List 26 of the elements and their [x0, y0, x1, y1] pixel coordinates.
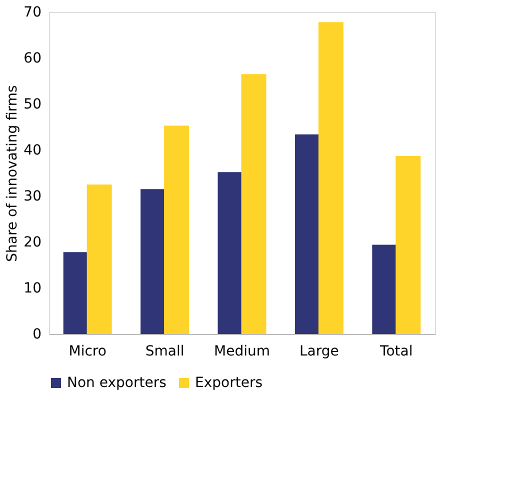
x-tick-label: Medium — [214, 344, 270, 360]
bar — [140, 189, 166, 334]
bar — [86, 184, 112, 334]
bar — [396, 156, 421, 334]
y-tick-label: 60 — [24, 50, 42, 66]
bar — [241, 74, 266, 334]
y-tick-label: 50 — [24, 96, 42, 112]
legend-label: Non exporters — [67, 375, 166, 391]
bar — [294, 134, 320, 334]
y-axis-title: Share of innovating firms — [4, 85, 21, 262]
y-tick-label: 20 — [24, 234, 42, 250]
x-tick-label: Micro — [68, 344, 106, 360]
bar — [318, 22, 344, 334]
x-tick-label: Total — [379, 344, 413, 360]
bar — [218, 172, 243, 334]
x-tick-label: Small — [145, 344, 184, 360]
y-tick-label: 0 — [32, 326, 42, 342]
bar — [164, 126, 190, 334]
y-tick-label: 40 — [24, 142, 42, 158]
bar — [372, 244, 398, 334]
y-tick-label: 10 — [24, 280, 42, 296]
legend-label: Exporters — [195, 375, 262, 391]
y-tick-label: 70 — [24, 4, 42, 20]
bar — [63, 252, 88, 334]
x-tick-label: Large — [300, 344, 339, 360]
y-tick-label: 30 — [24, 188, 42, 204]
